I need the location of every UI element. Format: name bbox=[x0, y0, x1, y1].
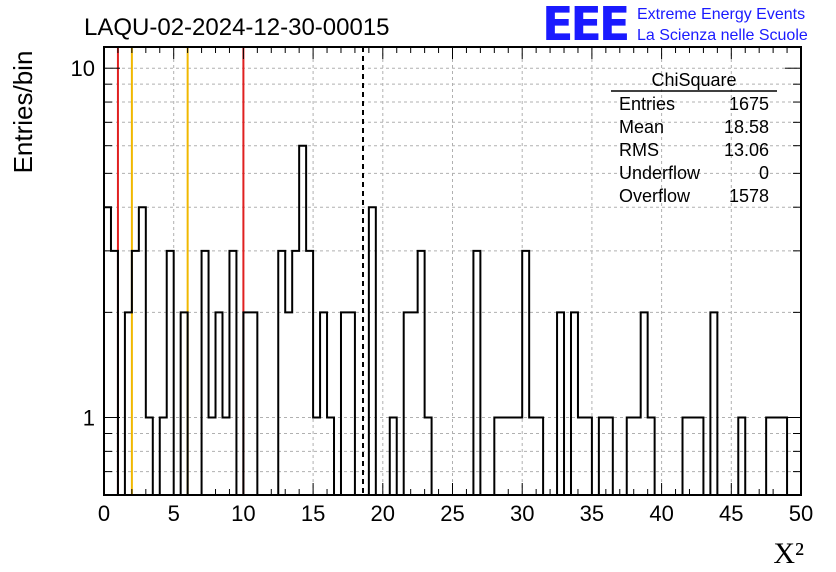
histogram-bin bbox=[522, 251, 529, 495]
stats-label: Underflow bbox=[619, 163, 701, 183]
x-tick-label: 20 bbox=[371, 501, 395, 526]
histogram-bin bbox=[606, 418, 613, 495]
histogram-bin bbox=[229, 251, 236, 495]
histogram-bin bbox=[327, 418, 334, 495]
histogram-bin bbox=[285, 312, 292, 495]
stats-value: 0 bbox=[759, 163, 769, 183]
histogram-bin bbox=[696, 418, 703, 495]
stats-value: 13.06 bbox=[724, 140, 769, 160]
histogram-bin bbox=[125, 312, 132, 495]
histogram-bin bbox=[243, 312, 250, 495]
histogram-bin bbox=[766, 418, 773, 495]
stats-rows: Entries 1675 Mean 18.58 RMS 13.06 Underflow 0 Ov… bbox=[619, 94, 769, 206]
logo-line-2: La Scienza nelle Scuole bbox=[637, 27, 808, 44]
histogram-bin bbox=[536, 418, 543, 495]
x-tick-label: 45 bbox=[719, 501, 743, 526]
histogram-bin bbox=[578, 418, 585, 495]
axes bbox=[103, 46, 802, 496]
histogram-bin bbox=[648, 418, 655, 495]
run-title: LAQU-02-2024-12-30-00015 bbox=[84, 14, 390, 41]
x-tick-label: 0 bbox=[98, 501, 110, 526]
histogram-bin bbox=[494, 418, 501, 495]
histogram-bin bbox=[473, 251, 480, 495]
histogram-bin bbox=[683, 418, 690, 495]
stats-value: 18.58 bbox=[724, 117, 769, 137]
histogram-bin bbox=[299, 146, 306, 495]
histogram-bin bbox=[132, 251, 139, 495]
histogram-bin bbox=[689, 418, 696, 495]
histogram-bin bbox=[710, 312, 717, 495]
histogram-bin bbox=[216, 312, 223, 495]
histogram-bin bbox=[508, 418, 515, 495]
histogram-bin bbox=[209, 418, 216, 495]
histogram-bin bbox=[292, 251, 299, 495]
stats-box: ChiSquare Entries 1675 Mean 18.58 RMS 13.06 Un… bbox=[611, 70, 777, 206]
x-tick-label: 10 bbox=[231, 501, 255, 526]
stats-label: Mean bbox=[619, 117, 664, 137]
x-tick-label: 5 bbox=[168, 501, 180, 526]
histogram-bin bbox=[418, 251, 425, 495]
histogram-bin bbox=[557, 312, 564, 495]
stats-value: 1675 bbox=[729, 94, 769, 114]
histogram-bin bbox=[111, 251, 118, 495]
logo-line-1: Extreme Energy Events bbox=[637, 6, 805, 23]
histogram-bin bbox=[181, 312, 188, 495]
histogram-bin bbox=[641, 312, 648, 495]
histogram-bin bbox=[202, 251, 209, 495]
y-tick-label: 10 bbox=[71, 56, 95, 81]
stats-title: ChiSquare bbox=[651, 70, 736, 90]
histogram-bin bbox=[160, 418, 167, 495]
histogram-bin bbox=[167, 251, 174, 495]
histogram-bin bbox=[425, 418, 432, 495]
histogram-bin bbox=[585, 418, 592, 495]
x-axis-title: X² bbox=[773, 537, 804, 570]
y-tick-labels: 1 10 bbox=[71, 56, 95, 430]
y-tick-label: 1 bbox=[83, 406, 95, 431]
histogram-bin bbox=[313, 418, 320, 495]
histogram-bin bbox=[306, 251, 313, 495]
plot-frame bbox=[103, 46, 802, 496]
histogram-bin bbox=[369, 207, 376, 495]
histogram-bin bbox=[404, 312, 411, 495]
histogram-bin bbox=[320, 312, 327, 495]
histogram-bin bbox=[411, 312, 418, 495]
x-tick-label: 25 bbox=[440, 501, 464, 526]
histogram-bin bbox=[222, 418, 229, 495]
stats-label: Entries bbox=[619, 94, 675, 114]
histogram-bin bbox=[348, 312, 355, 495]
histogram-bin bbox=[738, 418, 745, 495]
stats-value: 1578 bbox=[729, 186, 769, 206]
histogram-bin bbox=[341, 312, 348, 495]
x-tick-label: 35 bbox=[580, 501, 604, 526]
histogram-bin bbox=[139, 207, 146, 495]
x-tick-label: 50 bbox=[789, 501, 813, 526]
stats-label: Overflow bbox=[619, 186, 691, 206]
histogram-bin bbox=[634, 418, 641, 495]
histogram-bin bbox=[780, 418, 787, 495]
x-tick-label: 40 bbox=[649, 501, 673, 526]
histogram-bin bbox=[515, 418, 522, 495]
stats-label: RMS bbox=[619, 140, 659, 160]
histogram-bin bbox=[773, 418, 780, 495]
y-axis-title: Entries/bin bbox=[8, 51, 38, 174]
x-tick-label: 30 bbox=[510, 501, 534, 526]
histogram-bin bbox=[599, 418, 606, 495]
histogram-bin bbox=[627, 418, 634, 495]
histogram-bin bbox=[250, 312, 257, 495]
x-tick-label: 15 bbox=[301, 501, 325, 526]
histogram-bin bbox=[390, 418, 397, 495]
x-tick-labels: 0 5 10 15 20 25 30 35 40 45 50 bbox=[98, 501, 813, 526]
logo-mark: EEE bbox=[542, 0, 628, 51]
histogram-bin bbox=[501, 418, 508, 495]
histogram-bin bbox=[146, 418, 153, 495]
eee-logo: EEE Extreme Energy Events La Scienza nel… bbox=[542, 0, 808, 51]
histogram-bin bbox=[278, 251, 285, 495]
histogram-bin bbox=[529, 418, 536, 495]
histogram-bin bbox=[571, 312, 578, 495]
